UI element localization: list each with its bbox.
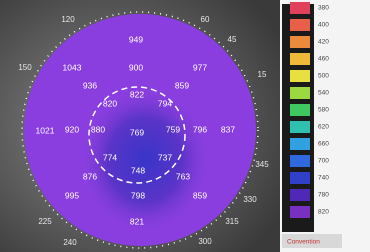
thickness-value: 859 (175, 80, 189, 90)
thickness-value: 1021 (36, 125, 55, 135)
scale-label: 460 (318, 56, 329, 63)
angle-label: 15 (258, 70, 267, 79)
thickness-value: 880 (91, 124, 105, 134)
thickness-value: 1043 (63, 62, 82, 72)
scale-swatch (290, 36, 310, 48)
thickness-value: 837 (221, 124, 235, 134)
scale-swatch (290, 155, 310, 167)
scale-label: 780 (318, 192, 329, 199)
thickness-value: 821 (130, 216, 144, 226)
scale-swatch (290, 87, 310, 99)
scale-label: 420 (318, 39, 329, 46)
scale-label: 820 (318, 209, 329, 216)
thickness-value: 748 (131, 165, 145, 175)
thickness-value: 798 (131, 190, 145, 200)
thickness-value: 737 (158, 152, 172, 162)
thin-region (83, 90, 207, 230)
angle-label: 240 (63, 238, 77, 247)
thickness-value: 820 (103, 98, 117, 108)
scale-swatch (290, 121, 310, 133)
scale-swatch (290, 206, 310, 218)
scale-label: 620 (318, 124, 329, 131)
thickness-value: 774 (103, 152, 117, 162)
scale-swatch (290, 104, 310, 116)
angle-label: 300 (198, 237, 212, 246)
thickness-value: 876 (83, 171, 97, 181)
angle-label: 45 (228, 35, 237, 44)
scale-label: 660 (318, 141, 329, 148)
scale-label: 580 (318, 107, 329, 114)
angle-label: 330 (243, 195, 257, 204)
scale-swatch (290, 189, 310, 201)
scale-swatch (290, 53, 310, 65)
scale-label: 540 (318, 90, 329, 97)
scale-swatch (290, 172, 310, 184)
angle-label: 150 (18, 63, 32, 72)
scale-label: 500 (318, 73, 329, 80)
thickness-value: 769 (130, 127, 144, 137)
angle-label: 120 (61, 15, 75, 24)
angle-label: 345 (255, 160, 269, 169)
scale-label: 380 (318, 5, 329, 12)
thickness-value: 936 (83, 80, 97, 90)
thickness-value: 763 (176, 171, 190, 181)
scale-label: 400 (318, 22, 329, 29)
thickness-value: 977 (193, 62, 207, 72)
scale-swatch (290, 2, 310, 14)
scale-swatch (290, 70, 310, 82)
thickness-map: 120 60 45 150 15 345 330 315 300 240 225 949 1043 900… (0, 0, 370, 252)
thickness-value: 794 (158, 98, 172, 108)
thickness-value: 995 (65, 190, 79, 200)
scale-label: 740 (318, 175, 329, 182)
angle-label: 225 (38, 217, 52, 226)
thickness-value: 859 (193, 190, 207, 200)
thickness-value: 920 (65, 124, 79, 134)
angle-label: 60 (201, 15, 210, 24)
scale-footer: Convention (287, 239, 320, 246)
angle-label: 315 (225, 217, 239, 226)
thickness-value: 822 (130, 89, 144, 99)
thickness-value: 949 (129, 34, 143, 44)
thickness-value: 900 (129, 62, 143, 72)
scale-label: 700 (318, 158, 329, 165)
scale-swatch (290, 138, 310, 150)
thickness-value: 759 (166, 124, 180, 134)
thickness-value: 796 (193, 124, 207, 134)
scale-swatch (290, 19, 310, 31)
